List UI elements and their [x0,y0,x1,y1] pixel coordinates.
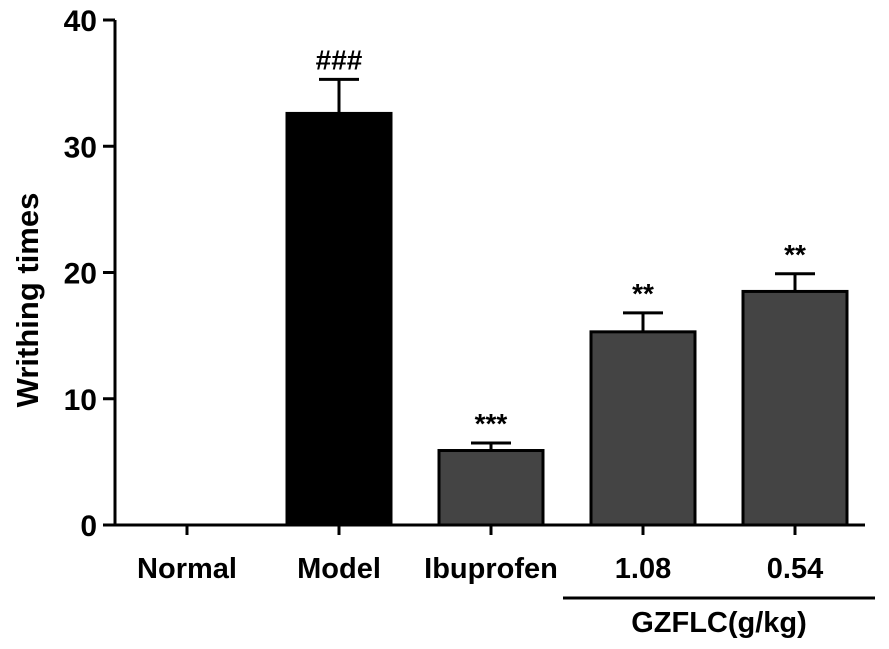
significance-label: ** [632,278,654,309]
group-label: GZFLC(g/kg) [631,607,807,639]
x-axis: Normal Model Ibuprofen 1.08 0.54 GZFLC(g/kg) [115,523,875,639]
y-tick-label: 0 [80,510,97,543]
category-label: Ibuprofen [424,553,558,585]
y-tick-label: 10 [64,384,97,417]
category-label: 1.08 [615,553,671,585]
bar [589,330,697,527]
y-axis-title: Writhing times [10,193,45,408]
y-axis: 0 10 20 30 40 [64,5,117,543]
y-tick-label: 40 [64,5,97,38]
category-label: Normal [137,553,237,585]
category-label: Model [297,553,381,585]
significance-label: ### [316,44,363,75]
significance-label: ** [784,239,806,270]
category-label: 0.54 [767,553,823,585]
bar [285,111,393,527]
y-tick-label: 30 [64,131,97,164]
bar [437,449,545,527]
bar [741,289,849,527]
bars-group: ###******* [285,44,849,527]
significance-label: *** [475,408,508,439]
y-tick-label: 20 [64,258,97,291]
